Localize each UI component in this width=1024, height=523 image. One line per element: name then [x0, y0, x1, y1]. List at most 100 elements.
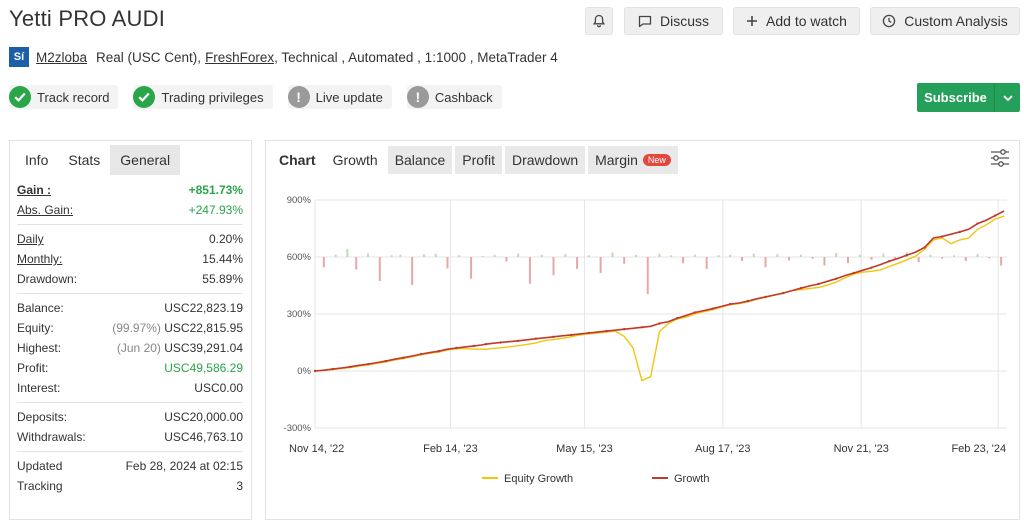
stat-gain: Gain : +851.73% [17, 180, 243, 200]
daily-bar [658, 253, 661, 257]
badge-track-record[interactable]: Track record [9, 85, 119, 109]
daily-bar [941, 257, 944, 259]
tab-drawdown[interactable]: Drawdown [504, 146, 586, 174]
daily-bar [835, 253, 838, 257]
stats-list: Gain : +851.73% Abs. Gain: +247.93% Daily 0… [17, 180, 243, 496]
daily-bar [322, 257, 325, 268]
growth-point [941, 235, 944, 238]
stat-label: Equity: [17, 321, 54, 335]
growth-point [729, 302, 732, 306]
daily-bar [470, 257, 473, 279]
stat-value: +247.93% [188, 203, 243, 217]
daily-bar [634, 254, 637, 257]
stat-label: Drawdown: [17, 272, 78, 286]
stat-label[interactable]: Daily [17, 232, 44, 246]
daily-bar [929, 254, 932, 257]
y-tick-label: -300% [284, 423, 312, 434]
badge-cashback[interactable]: ! Cashback [406, 85, 502, 109]
growth-point [516, 339, 520, 342]
stat-value: +851.73% [188, 183, 243, 197]
growth-point [402, 356, 405, 359]
daily-bar [587, 255, 590, 257]
stat-label[interactable]: Monthly: [17, 252, 63, 266]
growth-point [605, 329, 608, 333]
daily-bar [705, 257, 708, 269]
daily-bar [346, 249, 349, 257]
x-tick-label: May 15, '23 [556, 443, 613, 455]
stat-note: (99.97%) [112, 321, 161, 335]
notify-button[interactable] [585, 7, 613, 35]
growth-point [693, 311, 697, 314]
subscribe-label: Subscribe [924, 90, 987, 105]
avatar[interactable]: Sí [9, 47, 29, 67]
daily-bar [367, 253, 370, 257]
custom-analysis-button[interactable]: Custom Analysis [870, 7, 1020, 35]
stat-label: Tracking [17, 479, 63, 493]
account-details: , Technical , Automated , 1:1000 , MetaT… [274, 49, 558, 65]
daily-bar [882, 253, 885, 257]
daily-bar [964, 257, 967, 261]
growth-point [799, 286, 803, 290]
stat-value: USC46,763.10 [164, 430, 243, 444]
badge-trading-privileges[interactable]: Trading privileges [133, 85, 273, 109]
growth-point [534, 337, 538, 340]
growth-point [455, 346, 458, 350]
tab-info[interactable]: Info [15, 145, 59, 175]
daily-bar [505, 257, 508, 262]
x-tick-label: Aug 17, '23 [695, 443, 750, 455]
broker-link[interactable]: FreshForex [205, 49, 275, 65]
stats-panel: Info Stats General Gain : +851.73% Abs. G… [9, 140, 252, 520]
stat-label: Deposits: [17, 410, 68, 424]
stat-equity: Equity: (99.97%) USC22,815.95 [17, 318, 243, 338]
stat-value: USC0.00 [194, 381, 243, 395]
stat-label: Interest: [17, 381, 61, 395]
exclamation-icon: ! [406, 86, 429, 108]
settings-sliders-icon[interactable] [990, 149, 1010, 172]
daily-bar [846, 257, 849, 264]
stat-label: Balance: [17, 301, 64, 315]
add-to-watch-button[interactable]: Add to watch [733, 7, 860, 35]
daily-bar [870, 257, 873, 260]
exclamation-icon: ! [287, 86, 310, 108]
discuss-button[interactable]: Discuss [624, 7, 723, 35]
tab-margin[interactable]: Margin New [588, 146, 678, 174]
series-equity-growth [314, 215, 1005, 382]
stat-value: 0.20% [208, 232, 243, 246]
stat-withdrawals: Withdrawals: USC46,763.10 [17, 427, 243, 447]
discuss-label: Discuss [659, 13, 709, 29]
stat-tracking: Tracking 3 [17, 476, 243, 496]
legend-growth-label: Growth [674, 473, 709, 485]
stat-value: USC22,823.19 [164, 301, 243, 315]
custom-analysis-label: Custom Analysis [904, 13, 1008, 29]
tab-chart-heading: Chart [272, 146, 323, 174]
tab-profit[interactable]: Profit [455, 146, 502, 174]
stat-label[interactable]: Abs. Gain: [17, 203, 74, 217]
tab-margin-label: Margin [595, 152, 638, 168]
chart-panel: Chart Growth Balance Profit Drawdown Mar… [265, 140, 1020, 520]
tab-balance[interactable]: Balance [387, 146, 453, 174]
tab-stats[interactable]: Stats [58, 145, 111, 175]
daily-bar [334, 254, 337, 257]
stat-note: (Jun 20) [116, 341, 161, 355]
daily-bar [788, 257, 791, 261]
growth-point [764, 295, 767, 299]
stat-label[interactable]: Gain : [17, 183, 52, 197]
stats-tabs: Info Stats General [15, 145, 251, 175]
growth-point [905, 253, 909, 257]
stat-interest: Interest: USC0.00 [17, 378, 243, 398]
check-icon [9, 86, 31, 108]
x-tick-label: Nov 21, '23 [834, 443, 889, 455]
daily-bar [858, 254, 861, 257]
daily-bar [378, 257, 381, 281]
chevron-down-icon[interactable] [994, 83, 1020, 112]
growth-point [640, 326, 644, 329]
tab-growth[interactable]: Growth [325, 146, 385, 174]
subscribe-button[interactable]: Subscribe [917, 83, 1020, 112]
badge-live-update[interactable]: ! Live update [287, 85, 392, 109]
stat-value: 55.89% [202, 272, 243, 286]
user-link[interactable]: M2zloba [36, 49, 88, 65]
daily-bar [952, 255, 955, 257]
growth-point [484, 343, 487, 346]
tab-general[interactable]: General [110, 145, 181, 175]
daily-bar [764, 257, 767, 268]
